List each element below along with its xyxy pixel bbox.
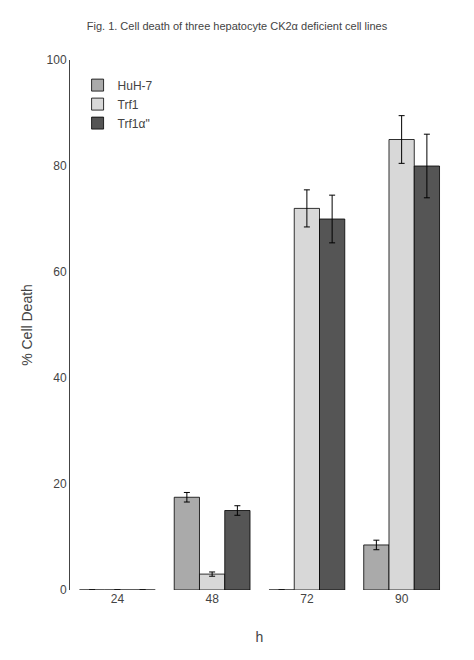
svg-text:40: 40 — [53, 371, 67, 385]
svg-text:100: 100 — [47, 53, 67, 67]
svg-text:20: 20 — [53, 477, 67, 491]
svg-text:72: 72 — [300, 592, 314, 606]
svg-text:90: 90 — [395, 592, 409, 606]
svg-text:Trf1α": Trf1α" — [118, 117, 150, 131]
svg-text:HuH-7: HuH-7 — [118, 79, 153, 93]
svg-text:80: 80 — [53, 159, 67, 173]
svg-text:h: h — [256, 629, 264, 645]
svg-text:Fig. 1. Cell death of three he: Fig. 1. Cell death of three hepatocyte C… — [87, 20, 388, 32]
svg-text:% Cell Death: % Cell Death — [19, 284, 35, 366]
svg-text:60: 60 — [53, 265, 67, 279]
svg-text:48: 48 — [205, 592, 219, 606]
svg-text:24: 24 — [111, 592, 125, 606]
svg-text:0: 0 — [60, 583, 67, 597]
svg-text:Trf1: Trf1 — [118, 98, 139, 112]
